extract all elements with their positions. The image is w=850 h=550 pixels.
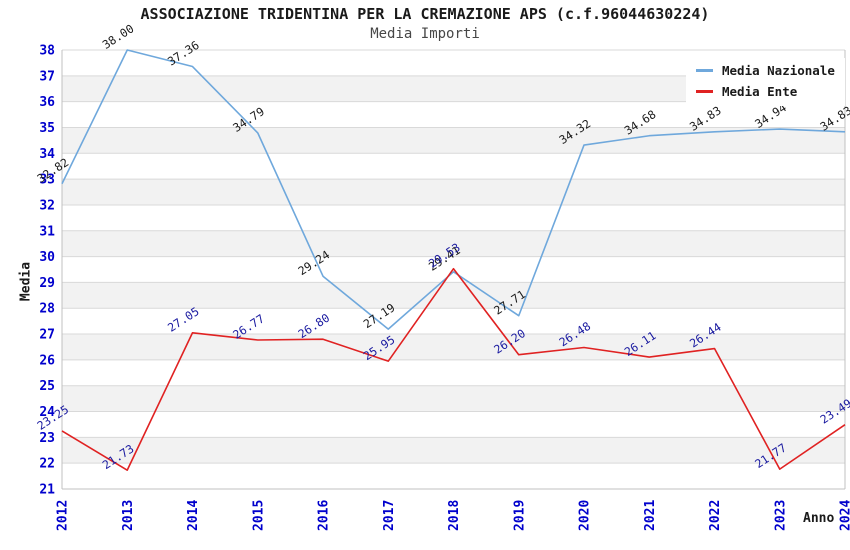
x-tick-label: 2024	[839, 500, 850, 531]
x-tick-label: 2022	[708, 500, 723, 531]
series-line-media-nazionale	[61, 49, 846, 330]
legend: Media Nazionale Media Ente	[686, 58, 845, 106]
y-tick-label: 25	[39, 379, 55, 394]
y-tick-label: 24	[39, 405, 55, 420]
legend-item-media-ente: Media Ente	[696, 84, 835, 99]
plot-band	[62, 204, 845, 231]
plot-band	[62, 282, 845, 309]
y-axis-title: Media	[18, 261, 34, 302]
plot-band	[62, 463, 845, 489]
x-tick-label: 2017	[382, 500, 397, 531]
legend-label: Media Ente	[722, 84, 798, 99]
y-tick-label: 23	[39, 431, 55, 446]
legend-item-media-nazionale: Media Nazionale	[696, 63, 835, 78]
plot-band	[62, 359, 845, 386]
y-tick-label: 32	[39, 198, 55, 213]
y-tick-label: 26	[39, 353, 55, 368]
plot-band	[62, 385, 845, 412]
x-tick-label: 2020	[578, 500, 593, 531]
x-axis-title: Anno	[803, 511, 835, 526]
legend-label: Media Nazionale	[722, 63, 835, 78]
x-tick-label: 2016	[317, 500, 332, 531]
plot-band	[62, 411, 845, 438]
y-tick-label: 21	[39, 483, 55, 498]
x-tick-label: 2013	[121, 500, 136, 531]
plot-band	[62, 308, 845, 335]
series-line-media-ente	[61, 267, 846, 471]
x-tick-label: 2019	[512, 500, 527, 531]
y-tick-label: 37	[39, 69, 55, 84]
chart-title: ASSOCIAZIONE TRIDENTINA PER LA CREMAZION…	[140, 5, 710, 23]
y-tick-label: 28	[39, 302, 55, 317]
x-tick-label: 2021	[643, 500, 658, 531]
plot-band	[62, 334, 845, 360]
x-tick-label: 2014	[186, 500, 201, 531]
point-label: 38.00	[100, 21, 137, 52]
plot-band	[62, 153, 845, 180]
y-tick-label: 36	[39, 95, 55, 110]
y-tick-label: 29	[39, 276, 55, 291]
plot-band	[62, 437, 845, 464]
y-tick-label: 31	[39, 224, 55, 239]
x-tick-label: 2023	[773, 500, 788, 531]
plot-band	[62, 230, 845, 257]
y-tick-label: 35	[39, 121, 55, 136]
x-tick-label: 2015	[251, 500, 266, 531]
y-tick-label: 22	[39, 457, 55, 472]
plot-band	[62, 179, 845, 205]
y-tick-label: 34	[39, 147, 55, 162]
y-tick-label: 27	[39, 328, 55, 343]
y-tick-label: 33	[39, 173, 55, 188]
y-tick-label: 30	[39, 250, 55, 265]
y-tick-label: 38	[39, 44, 55, 59]
x-tick-label: 2018	[447, 500, 462, 531]
x-tick-label: 2012	[56, 500, 71, 531]
chart-subtitle: Media Importi	[370, 26, 480, 42]
legend-line-swatch-red	[696, 90, 713, 93]
legend-line-swatch-blue	[696, 69, 713, 72]
